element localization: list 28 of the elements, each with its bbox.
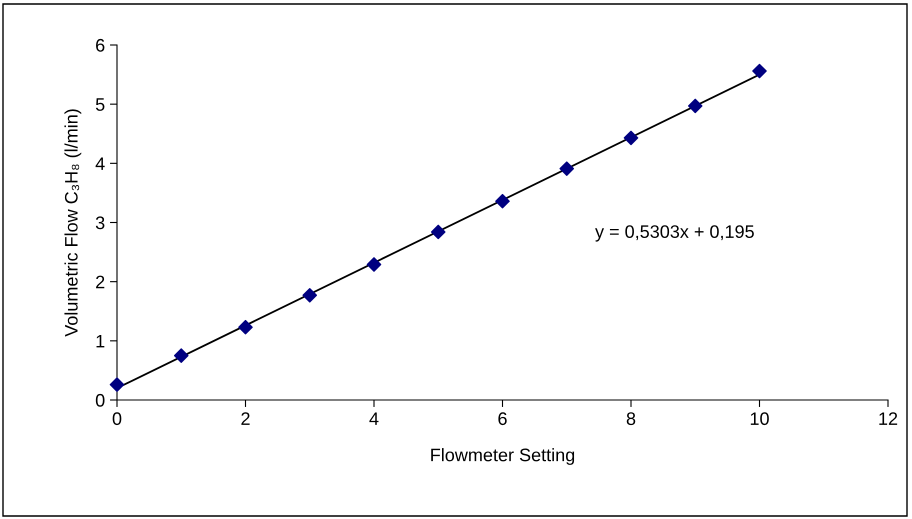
- y-tick-label: 5: [96, 98, 104, 111]
- point: [174, 348, 189, 363]
- point: [688, 98, 703, 114]
- y-tick-label: 3: [96, 216, 104, 230]
- point: [752, 64, 767, 78]
- point: [495, 194, 510, 208]
- point: [302, 288, 318, 303]
- x-tick-label: 12: [879, 412, 898, 425]
- x-tick-label: 4: [369, 412, 378, 425]
- point: [624, 130, 638, 146]
- point: [366, 257, 382, 272]
- y-tick-label: 6: [96, 38, 104, 52]
- x-tick-label: 6: [498, 412, 507, 426]
- x-tick-label: 0: [112, 412, 122, 426]
- x-tick-label: 8: [626, 412, 636, 426]
- x-tick-label: 2: [241, 412, 250, 425]
- y-tick-label: 1: [96, 334, 104, 348]
- point: [430, 224, 446, 240]
- point: [559, 161, 574, 176]
- y-tick-label: 4: [96, 157, 105, 170]
- y-tick-label: 2: [96, 276, 104, 288]
- y-axis-title: Volumetric Flow C₃H₈ (l/min): [64, 109, 82, 337]
- annotation: y = 0,5303x + 0,195: [595, 225, 754, 242]
- x-tick-label: 10: [750, 412, 769, 426]
- y-tick-label: 0: [96, 394, 104, 407]
- point: [110, 377, 124, 392]
- point: [238, 320, 253, 335]
- x-axis-title: Flowmeter Setting: [431, 448, 574, 465]
